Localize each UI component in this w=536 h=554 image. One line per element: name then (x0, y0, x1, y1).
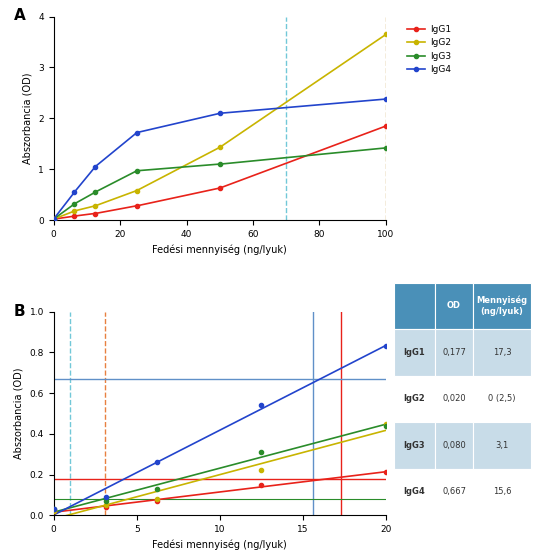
Text: Mennyiség
(ng/lyuk): Mennyiség (ng/lyuk) (477, 296, 527, 316)
Text: IgG3: IgG3 (404, 441, 425, 450)
Bar (435, 329, 473, 376)
Text: 15,6: 15,6 (493, 488, 511, 496)
Bar (394, 376, 435, 422)
Legend: IgG1, IgG2, IgG3, IgG4: IgG1, IgG2, IgG3, IgG4 (404, 21, 455, 78)
Y-axis label: Abszorbancia (OD): Abszorbancia (OD) (23, 73, 33, 164)
Text: 0 (2,5): 0 (2,5) (488, 394, 516, 403)
Text: IgG1: IgG1 (404, 348, 426, 357)
Bar (394, 422, 435, 469)
Bar (435, 283, 473, 329)
Bar (435, 422, 473, 469)
Bar (435, 469, 473, 515)
Text: 3,1: 3,1 (495, 441, 509, 450)
Text: OD: OD (447, 301, 461, 310)
X-axis label: Fedési mennyiség (ng/lyuk): Fedési mennyiség (ng/lyuk) (152, 244, 287, 255)
Bar (473, 283, 531, 329)
X-axis label: Fedési mennyiség (ng/lyuk): Fedési mennyiség (ng/lyuk) (152, 540, 287, 550)
Bar (394, 329, 435, 376)
Text: B: B (14, 304, 25, 319)
Bar (394, 469, 435, 515)
Text: 0,020: 0,020 (442, 394, 466, 403)
Bar (473, 422, 531, 469)
Text: A: A (14, 8, 26, 23)
Text: IgG4: IgG4 (404, 488, 426, 496)
Text: IgG2: IgG2 (404, 394, 426, 403)
Bar (473, 376, 531, 422)
Bar (473, 469, 531, 515)
Bar (473, 329, 531, 376)
Text: 0,667: 0,667 (442, 488, 466, 496)
Text: 0,080: 0,080 (442, 441, 466, 450)
Bar (435, 376, 473, 422)
Y-axis label: Abszorbancia (OD): Abszorbancia (OD) (14, 368, 24, 459)
Bar (394, 283, 435, 329)
Text: 0,177: 0,177 (442, 348, 466, 357)
Text: 17,3: 17,3 (493, 348, 511, 357)
